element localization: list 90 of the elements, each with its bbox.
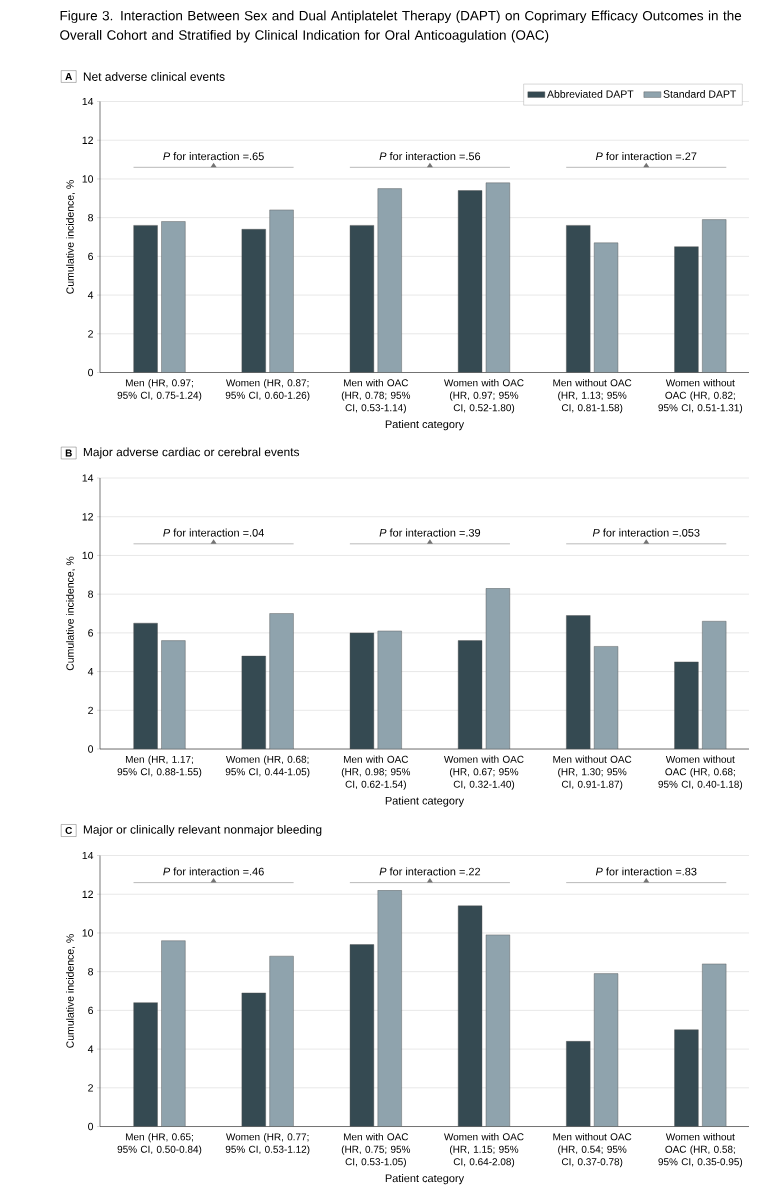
annotation: P for interaction =.39 [379, 528, 481, 537]
bar [349, 225, 375, 373]
bar [594, 242, 619, 373]
x-tick-label: Women without OAC (HR, 0.58; 95% CI, 0.35-0.95) [658, 1133, 743, 1168]
y-tick-label: 10 [82, 551, 94, 560]
bar [161, 940, 186, 1127]
x-tick-label: Men without OAC (HR, 1.13; 95% CI, 0.81-1.58) [553, 379, 632, 414]
bar [566, 1041, 591, 1127]
y-axis-title: Cumulative incidence, % [66, 180, 76, 294]
bar [133, 1002, 158, 1127]
x-tick-label: Women (HR, 0.87; 95% CI, 0.60-1.26) [225, 379, 310, 401]
y-tick-label: 8 [88, 967, 94, 976]
chart-title: Major or clinically relevant nonmajor bleeding [83, 824, 322, 837]
x-axis-title: Patient category [385, 1174, 465, 1185]
bar [241, 992, 266, 1127]
annotation: P for interaction =.56 [379, 152, 481, 161]
y-axis-title: Cumulative incidence, % [66, 556, 76, 671]
bar [241, 229, 266, 373]
chart-title: Major adverse cardiac or cerebral events [83, 447, 300, 459]
y-tick-label: 6 [88, 252, 94, 261]
y-tick-label: 6 [88, 629, 94, 637]
x-tick-label: Women without OAC (HR, 0.68; 95% CI, 0.40-1.18) [658, 755, 743, 790]
annotation: P for interaction =.65 [163, 152, 264, 161]
y-tick-label: 10 [82, 929, 94, 937]
bar [377, 890, 402, 1127]
chart-subtitle: Net adverse clinical events [83, 72, 225, 81]
y-tick-label: 2 [88, 1084, 94, 1092]
x-axis-title: Patient category [385, 420, 465, 431]
x-tick-label: Women with OAC (HR, 0.97; 95% CI, 0.52-1.80) [444, 379, 524, 414]
y-tick-label: 2 [88, 330, 94, 338]
bar [269, 209, 294, 373]
x-tick-label: Women (HR, 0.68; 95% CI, 0.44-1.05) [225, 755, 310, 778]
y-tick-label: 14 [82, 97, 94, 106]
x-tick-label: Women with OAC (HR, 1.15; 95% CI, 0.64-2.08) [444, 1133, 524, 1168]
bar [349, 944, 375, 1127]
y-tick-label: 4 [87, 291, 94, 299]
y-tick-label: 12 [82, 513, 94, 521]
x-tick-label: Men (HR, 1.17; 95% CI, 0.88-1.55) [117, 755, 202, 778]
y-tick-label: 12 [82, 136, 94, 144]
y-tick-label: 8 [88, 213, 94, 222]
y-tick-label: 4 [87, 668, 94, 676]
x-tick-label: Men without OAC (HR, 0.54; 95% CI, 0.37-0.78) [553, 1133, 632, 1168]
x-tick-label: Women without OAC (HR, 0.82; 95% CI, 0.51-1.31) [658, 379, 743, 414]
annotation: P for interaction =.83 [595, 867, 697, 876]
bar [269, 955, 294, 1127]
bar [594, 973, 619, 1127]
bar [702, 219, 727, 373]
bar [161, 221, 186, 373]
x-tick-label: Men with OAC (HR, 0.78; 95% CI, 0.53-1.14) [341, 379, 411, 414]
bar [485, 934, 511, 1127]
annotation: P for interaction =.46 [163, 867, 264, 876]
annotation: P for interaction =.22 [379, 867, 481, 876]
bar [702, 963, 727, 1127]
x-tick-label: Women with OAC (HR, 0.67; 95% CI, 0.32-1.40) [444, 755, 524, 790]
bar [485, 182, 511, 373]
legend-label: Abbreviated DAPT [547, 90, 634, 98]
bar [458, 905, 483, 1127]
y-tick-label: 8 [88, 590, 94, 598]
y-axis-title: Cumulative incidence, % [66, 934, 76, 1048]
x-tick-label: Men with OAC (HR, 0.98; 95% CI, 0.62-1.54) [341, 755, 411, 790]
x-tick-label: Men (HR, 0.65; 95% CI, 0.50-0.84) [117, 1133, 202, 1155]
bar [566, 225, 591, 373]
chart-title: Figure 3. Interaction Between Sex and Dual Antiplatelet Therapy (DAPT) on Coprimary Efficacy Outcomes in the Overall Cohort and Stratified by Clinical Indication for Oral Anticoagulation (OAC) [60, 10, 742, 43]
y-tick-label: 4 [87, 1045, 94, 1053]
bar [674, 1029, 699, 1127]
bar [458, 190, 483, 373]
text: C [65, 826, 73, 835]
legend-label: Standard DAPT [663, 90, 737, 98]
y-tick-label: 2 [88, 706, 94, 714]
bar [133, 225, 158, 373]
y-tick-label: 0 [88, 745, 94, 753]
annotation: P for interaction =.053 [592, 528, 700, 537]
x-tick-label: Women (HR, 0.77; 95% CI, 0.53-1.12) [225, 1133, 310, 1155]
annotation: P for interaction =.04 [163, 528, 265, 537]
annotation: P for interaction =.27 [595, 152, 697, 161]
x-tick-label: Men with OAC (HR, 0.75; 95% CI, 0.53-1.05) [341, 1133, 411, 1168]
x-axis-title: Patient category [385, 796, 465, 807]
text: B [65, 449, 72, 457]
x-tick-label: Men (HR, 0.97; 95% CI, 0.75-1.24) [117, 379, 202, 401]
y-tick-label: 10 [82, 175, 94, 183]
y-tick-label: 0 [88, 1122, 94, 1131]
y-tick-label: 12 [82, 890, 94, 898]
y-tick-label: 14 [82, 474, 94, 482]
bar [377, 188, 402, 373]
x-tick-label: Men without OAC (HR, 1.30; 95% CI, 0.91-1.87) [553, 755, 632, 790]
y-tick-label: 14 [82, 851, 94, 860]
y-tick-label: 6 [88, 1006, 94, 1015]
y-tick-label: 0 [88, 368, 94, 377]
text: A [65, 73, 73, 80]
bar [674, 246, 699, 373]
